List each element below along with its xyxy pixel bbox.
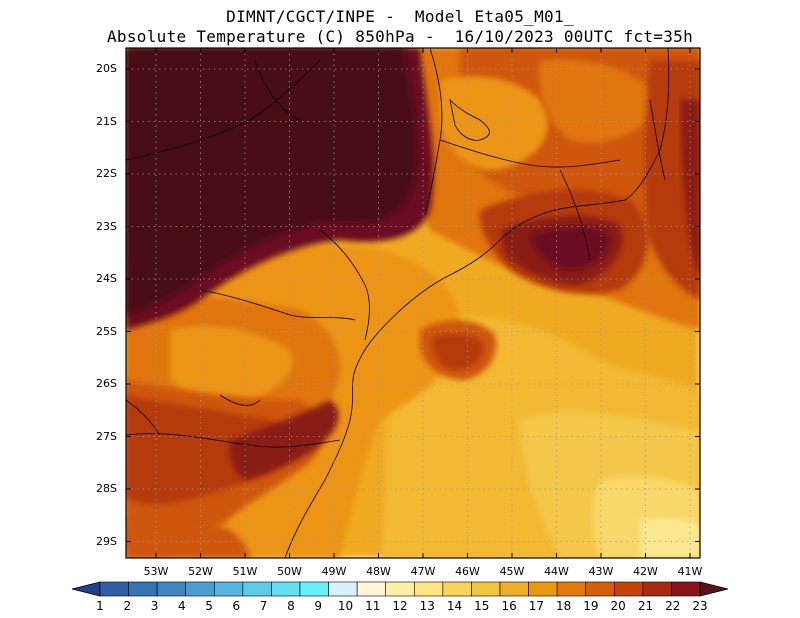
colorbar-label: 23 <box>692 599 708 613</box>
colorbar-label: 13 <box>419 599 435 613</box>
colorbar-label: 9 <box>314 599 322 613</box>
colorbar-label: 22 <box>665 599 681 613</box>
lat-tick-label: 26S <box>96 377 117 390</box>
chart-title-line1: DIMNT/CGCT/INPE - Model Eta05_M01_ <box>226 7 574 26</box>
lon-tick-label: 50W <box>277 565 302 578</box>
colorbar-segment <box>271 581 301 597</box>
lon-tick-label: 51W <box>232 565 258 578</box>
colorbar-label: 7 <box>259 599 268 613</box>
coast-line-6 <box>424 48 443 216</box>
coast-line-0 <box>284 48 670 558</box>
coast-line-5 <box>219 394 261 406</box>
lat-tick-label: 20S <box>96 62 117 75</box>
graticule <box>126 48 700 558</box>
lat-tick-label: 23S <box>96 219 117 233</box>
lon-tick-label: 46W <box>455 565 480 578</box>
colorbar-label: 20 <box>610 599 626 613</box>
colorbar-label: 4 <box>177 599 186 613</box>
colorbar-segment <box>442 581 472 597</box>
coastline-borders <box>126 48 670 558</box>
colorbar-segment <box>671 581 701 597</box>
colorbar-label: 19 <box>583 599 599 613</box>
lat-tick-label: 21S <box>96 114 117 128</box>
colorbar-arrow-low <box>71 581 101 597</box>
lon-tick-label: 41W <box>677 565 703 578</box>
lat-tick-label: 25S <box>96 324 117 338</box>
colorbar-label: 1 <box>96 599 104 613</box>
axis-ticks <box>126 48 700 558</box>
coast-line-11 <box>254 59 301 121</box>
colorbar-segment <box>471 581 501 597</box>
colorbar-segment <box>613 581 644 597</box>
lat-tick-label: 27S <box>96 429 117 443</box>
colorbar-label: 11 <box>365 599 381 613</box>
colorbar-label: 12 <box>392 599 408 613</box>
colorbar-segment <box>356 581 387 597</box>
colorbar-segment <box>156 581 187 597</box>
lon-tick-label: 49W <box>321 565 347 578</box>
lon-tick-label: 48W <box>366 565 391 578</box>
lon-tick-label: 45W <box>499 565 525 578</box>
lat-tick-label: 22S <box>96 167 117 180</box>
colorbar-arrow-high <box>699 581 729 597</box>
colorbar-label: 15 <box>474 599 490 613</box>
colorbar-label: 16 <box>501 599 517 613</box>
colorbar-segment <box>528 581 558 597</box>
colorbar-label: 8 <box>287 599 295 613</box>
lat-tick-label: 28S <box>96 482 117 495</box>
colorbar-segment <box>556 581 587 597</box>
lon-tick-label: 52W <box>188 565 213 578</box>
colorbar-segment <box>413 581 444 597</box>
lat-tick-label: 24S <box>96 272 117 285</box>
coast-line-2 <box>319 229 370 341</box>
lon-tick-label: 42W <box>633 565 658 578</box>
temperature-contour-4 <box>640 517 700 558</box>
colorbar-segment <box>99 581 129 597</box>
colorbar-label: 14 <box>446 599 463 613</box>
temperature-contour-24 <box>126 48 417 315</box>
colorbar-label: 5 <box>205 599 213 613</box>
lat-tick-label: 29S <box>96 534 117 548</box>
colorbar-label: 21 <box>637 599 654 613</box>
coast-line-1 <box>126 59 321 161</box>
colorbar-label: 18 <box>555 599 572 613</box>
temperature-contour-18 <box>432 333 485 370</box>
lon-tick-label: 43W <box>588 565 614 578</box>
colorbar-segment <box>242 581 272 597</box>
temperature-contour-22 <box>126 518 250 558</box>
lon-tick-label: 47W <box>410 565 436 578</box>
lon-tick-label: 44W <box>544 565 569 578</box>
colorbar-label: 2 <box>123 599 132 613</box>
colorbar-label: 17 <box>528 599 544 613</box>
colorbar-segment <box>499 581 529 597</box>
map-frame <box>125 47 701 559</box>
colorbar-segment <box>328 581 358 597</box>
colorbar-segment <box>642 581 672 597</box>
lon-tick-label: 53W <box>143 565 169 578</box>
coast-line-10 <box>126 399 161 436</box>
colorbar-segment <box>185 581 215 597</box>
coast-line-4 <box>126 433 341 448</box>
colorbar-label: 10 <box>337 599 354 613</box>
coast-line-9 <box>649 99 666 181</box>
temperature-contour-13 <box>680 100 700 280</box>
colorbar-segment <box>128 581 158 597</box>
colorbar-label: 3 <box>150 599 159 613</box>
coast-line-8 <box>559 169 591 261</box>
temperature-contour-11 <box>538 59 660 143</box>
colorbar-label: 6 <box>232 599 241 613</box>
temperature-contour-21 <box>229 400 339 480</box>
colorbar-segment <box>385 581 415 597</box>
colorbar-segment <box>585 581 615 597</box>
temperature-contour-10 <box>440 76 548 171</box>
colorbar-segment <box>299 581 329 597</box>
colorbar-segment <box>213 581 244 597</box>
chart-title-line2: Absolute Temperature (C) 850hPa - 16/10/… <box>106 27 694 46</box>
coast-line-12 <box>449 98 490 141</box>
coast-line-7 <box>439 139 621 168</box>
coast-line-3 <box>199 289 356 321</box>
